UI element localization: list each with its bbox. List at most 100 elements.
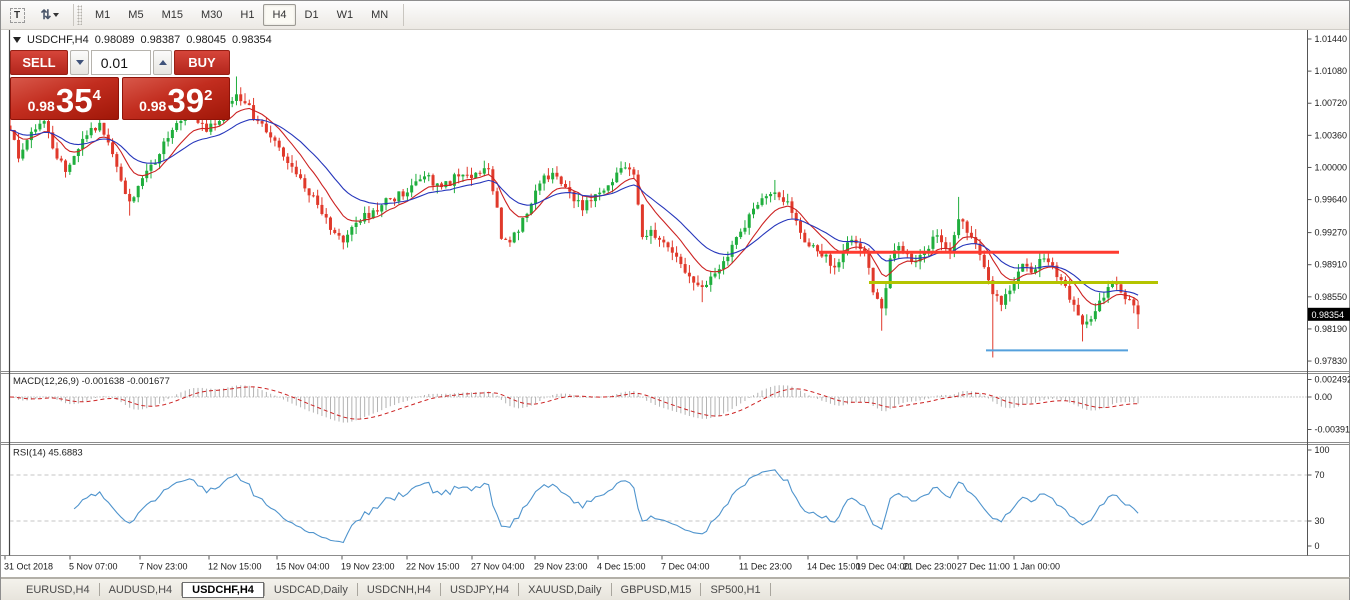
current-price-badge: 0.98354 bbox=[1312, 310, 1345, 320]
tab-separator bbox=[356, 583, 358, 596]
svg-text:19 Dec 04:00: 19 Dec 04:00 bbox=[856, 562, 910, 572]
timeframe-button-m15[interactable]: M15 bbox=[161, 9, 183, 21]
svg-text:0.99270: 0.99270 bbox=[1315, 228, 1348, 238]
timeframe-button-h1[interactable]: H1 bbox=[240, 9, 255, 21]
svg-text:11 Dec 23:00: 11 Dec 23:00 bbox=[739, 562, 792, 572]
timeframe-button-w1[interactable]: W1 bbox=[336, 9, 354, 21]
chart-tab-usdjpy[interactable]: USDJPY,H4 bbox=[450, 583, 510, 596]
sell-price-pip: 4 bbox=[92, 87, 101, 104]
chart-ohlc-header: USDCHF,H4 0.98089 0.98387 0.98045 0.9835… bbox=[13, 34, 272, 46]
sell-price-panel[interactable]: 0.98 35 4 bbox=[10, 77, 119, 120]
buy-price-pip: 2 bbox=[204, 87, 213, 104]
price-pane[interactable] bbox=[9, 76, 1159, 358]
svg-text:0.98190: 0.98190 bbox=[1315, 324, 1348, 334]
svg-text:5 Nov 07:00: 5 Nov 07:00 bbox=[69, 562, 118, 572]
chart-tab-sp500[interactable]: SP500,H1 bbox=[710, 583, 761, 596]
volume-increase-button[interactable] bbox=[153, 50, 172, 75]
svg-text:19 Nov 23:00: 19 Nov 23:00 bbox=[341, 562, 395, 572]
tab-separator bbox=[518, 583, 520, 596]
svg-text:0.99640: 0.99640 bbox=[1315, 195, 1348, 205]
svg-text:29 Nov 23:00: 29 Nov 23:00 bbox=[534, 562, 588, 572]
svg-text:27 Nov 04:00: 27 Nov 04:00 bbox=[471, 562, 525, 572]
svg-text:1.01440: 1.01440 bbox=[1315, 34, 1348, 44]
svg-text:100: 100 bbox=[1315, 445, 1330, 455]
chart-tab-usdchf[interactable]: USDCHF,H4 bbox=[182, 581, 264, 598]
buy-price-main: 39 bbox=[167, 82, 205, 119]
svg-text:4 Dec 15:00: 4 Dec 15:00 bbox=[597, 562, 646, 572]
tab-separator bbox=[700, 583, 702, 596]
symbol-period-label: USDCHF,H4 bbox=[27, 34, 89, 46]
tab-separator bbox=[263, 583, 265, 596]
tab-separator bbox=[98, 583, 100, 596]
tab-separator bbox=[440, 583, 442, 596]
svg-text:30: 30 bbox=[1315, 516, 1325, 526]
toolbar-separator bbox=[73, 4, 74, 26]
text-tool-icon: T bbox=[9, 7, 25, 23]
buy-price-prefix: 0.98 bbox=[139, 98, 167, 114]
timeframe-button-mn[interactable]: MN bbox=[371, 9, 389, 21]
svg-text:1.00000: 1.00000 bbox=[1315, 162, 1348, 172]
svg-text:22 Nov 15:00: 22 Nov 15:00 bbox=[406, 562, 460, 572]
svg-text:12 Nov 15:00: 12 Nov 15:00 bbox=[208, 562, 262, 572]
time-axis[interactable]: 31 Oct 2018 5 Nov 07:00 7 Nov 23:00 12 Nov … bbox=[4, 556, 1060, 572]
svg-text:0.97830: 0.97830 bbox=[1315, 356, 1348, 366]
chart-tab-eurusd[interactable]: EURUSD,H4 bbox=[26, 583, 90, 596]
chevron-down-icon bbox=[53, 13, 60, 17]
timeframe-button-m5[interactable]: M5 bbox=[128, 9, 144, 21]
timeframe-button-m1[interactable]: M1 bbox=[95, 9, 111, 21]
arrow-up-icon bbox=[158, 60, 167, 65]
timeframe-button-d1[interactable]: D1 bbox=[304, 9, 319, 21]
tab-separator bbox=[769, 583, 771, 596]
chart-tab-bar: EURUSD,H4 AUDUSD,H4 USDCHF,H4 USDCAD,Daily U… bbox=[1, 578, 1349, 600]
price-axis[interactable]: 1.01440 1.01080 1.00720 1.00360 1.00000 0.996… bbox=[1307, 34, 1350, 551]
chart-tab-xauusd[interactable]: XAUUSD,Daily bbox=[528, 583, 602, 596]
svg-text:7 Nov 23:00: 7 Nov 23:00 bbox=[139, 562, 188, 572]
timeframe-button-m30[interactable]: M30 bbox=[200, 9, 223, 21]
arrow-down-icon bbox=[75, 60, 84, 65]
buy-button[interactable]: BUY bbox=[174, 50, 230, 75]
svg-text:1.00360: 1.00360 bbox=[1315, 130, 1348, 140]
svg-text:-0.003913: -0.003913 bbox=[1315, 425, 1350, 435]
toolbar-separator bbox=[403, 4, 405, 26]
buy-price-panel[interactable]: 0.98 39 2 bbox=[121, 77, 230, 120]
close-value: 0.98354 bbox=[232, 34, 272, 46]
tab-separator bbox=[610, 583, 612, 596]
chart-canvas[interactable]: MACD(12,26,9) -0.001638 -0.001677 RSI(14)… bbox=[1, 30, 1350, 578]
tab-separator bbox=[181, 583, 183, 596]
chart-tab-gbpusd[interactable]: GBPUSD,M15 bbox=[620, 583, 692, 596]
svg-text:0.00: 0.00 bbox=[1315, 392, 1333, 402]
collapse-triangle-icon[interactable] bbox=[13, 37, 21, 43]
svg-text:0.002492: 0.002492 bbox=[1315, 375, 1350, 385]
svg-text:7 Dec 04:00: 7 Dec 04:00 bbox=[661, 562, 710, 572]
chart-tab-usdcad[interactable]: USDCAD,Daily bbox=[273, 583, 348, 596]
open-value: 0.98089 bbox=[94, 34, 135, 46]
sort-arrows-icon: ⇅ bbox=[40, 7, 52, 22]
svg-text:15 Nov 04:00: 15 Nov 04:00 bbox=[276, 562, 330, 572]
arrange-windows-button[interactable]: ⇅ bbox=[33, 4, 67, 26]
svg-text:70: 70 bbox=[1315, 470, 1325, 480]
text-tool-button[interactable]: T bbox=[5, 4, 29, 26]
chart-tab-usdcnh[interactable]: USDCNH,H4 bbox=[366, 583, 432, 596]
timeframe-button-h4[interactable]: H4 bbox=[263, 4, 296, 26]
svg-text:27 Dec 11:00: 27 Dec 11:00 bbox=[957, 562, 1010, 572]
svg-text:0: 0 bbox=[1315, 541, 1320, 551]
sell-price-main: 35 bbox=[55, 82, 93, 119]
volume-decrease-button[interactable] bbox=[70, 50, 89, 75]
timeframe-button-group: M1 M5 M15 M30 H1 H4 D1 W1 MN bbox=[86, 4, 397, 26]
svg-text:1.01080: 1.01080 bbox=[1315, 66, 1348, 76]
chart-tab-audusd[interactable]: AUDUSD,H4 bbox=[108, 583, 173, 596]
one-click-trading-widget: SELL 0.01 BUY 0.98 35 4 0.98 39 2 bbox=[10, 50, 230, 120]
svg-text:RSI(14) 45.6883: RSI(14) 45.6883 bbox=[13, 448, 83, 459]
high-value: 0.98387 bbox=[140, 34, 181, 46]
toolbar-grip-handle[interactable] bbox=[77, 5, 82, 25]
volume-input[interactable]: 0.01 bbox=[91, 50, 151, 75]
sell-button[interactable]: SELL bbox=[10, 50, 68, 75]
rsi-pane[interactable] bbox=[10, 469, 1308, 544]
macd-pane[interactable] bbox=[10, 385, 1308, 423]
svg-text:21 Dec 23:00: 21 Dec 23:00 bbox=[903, 562, 957, 572]
toolbar: T ⇅ M1 M5 M15 M30 H1 H4 D1 W1 MN bbox=[1, 1, 1349, 30]
svg-text:0.98550: 0.98550 bbox=[1315, 292, 1348, 302]
svg-text:MACD(12,26,9) -0.001638 -0.00: MACD(12,26,9) -0.001638 -0.001677 bbox=[13, 376, 170, 387]
low-value: 0.98045 bbox=[186, 34, 227, 46]
